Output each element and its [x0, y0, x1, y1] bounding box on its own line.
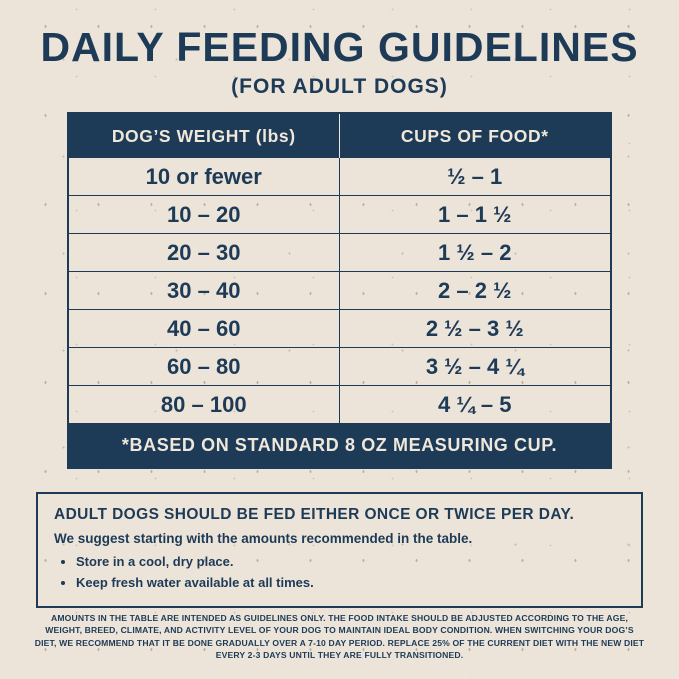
table-row: 60 – 80 3 ½ – 4 ¼	[69, 347, 610, 385]
table-header-row: DOG’S WEIGHT (lbs) CUPS OF FOOD*	[69, 114, 610, 158]
table-body: 10 or fewer ½ – 1 10 – 20 1 – 1 ½ 20 – 3…	[69, 158, 610, 423]
cups-cell: 3 ½ – 4 ¼	[425, 353, 524, 379]
table-row: 10 – 20 1 – 1 ½	[69, 195, 610, 233]
feeding-table: DOG’S WEIGHT (lbs) CUPS OF FOOD* 10 or f…	[67, 112, 612, 469]
info-bullet-storage: Store in a cool, dry place.	[76, 554, 625, 569]
cups-cell: 1 – 1 ½	[438, 201, 512, 227]
cups-cell: 2 – 2 ½	[438, 277, 512, 303]
weight-cell: 10 – 20	[69, 196, 340, 233]
column-header-weight: DOG’S WEIGHT (lbs)	[69, 114, 340, 158]
table-row: 40 – 60 2 ½ – 3 ½	[69, 309, 610, 347]
feeding-info-box: ADULT DOGS SHOULD BE FED EITHER ONCE OR …	[36, 492, 643, 608]
cups-cell: 4 ¼ – 5	[438, 391, 512, 417]
info-heading: ADULT DOGS SHOULD BE FED EITHER ONCE OR …	[54, 506, 575, 523]
table-footnote: *BASED ON STANDARD 8 OZ MEASURING CUP.	[69, 423, 610, 467]
table-row: 20 – 30 1 ½ – 2	[69, 233, 610, 271]
fine-print-disclaimer: AMOUNTS IN THE TABLE ARE INTENDED AS GUI…	[34, 613, 645, 661]
weight-cell: 40 – 60	[69, 310, 340, 347]
table-row: 10 or fewer ½ – 1	[69, 158, 610, 195]
weight-cell: 10 or fewer	[69, 158, 340, 195]
table-row: 30 – 40 2 – 2 ½	[69, 271, 610, 309]
column-header-cups: CUPS OF FOOD*	[400, 125, 549, 146]
page-title: DAILY FEEDING GUIDELINES	[40, 24, 639, 70]
info-bullet-list: Store in a cool, dry place. Keep fresh w…	[54, 554, 625, 590]
cups-cell: ½ – 1	[447, 163, 503, 189]
cups-cell: 2 ½ – 3 ½	[425, 315, 524, 341]
page-subtitle: (FOR ADULT DOGS)	[231, 75, 448, 98]
info-bullet-water: Keep fresh water available at all times.	[76, 575, 625, 590]
cups-cell: 1 ½ – 2	[438, 239, 512, 265]
weight-cell: 30 – 40	[69, 272, 340, 309]
weight-cell: 20 – 30	[69, 234, 340, 271]
table-row: 80 – 100 4 ¼ – 5	[69, 385, 610, 423]
weight-cell: 80 – 100	[69, 386, 340, 423]
weight-cell: 60 – 80	[69, 348, 340, 385]
info-subheading: We suggest starting with the amounts rec…	[54, 531, 473, 546]
